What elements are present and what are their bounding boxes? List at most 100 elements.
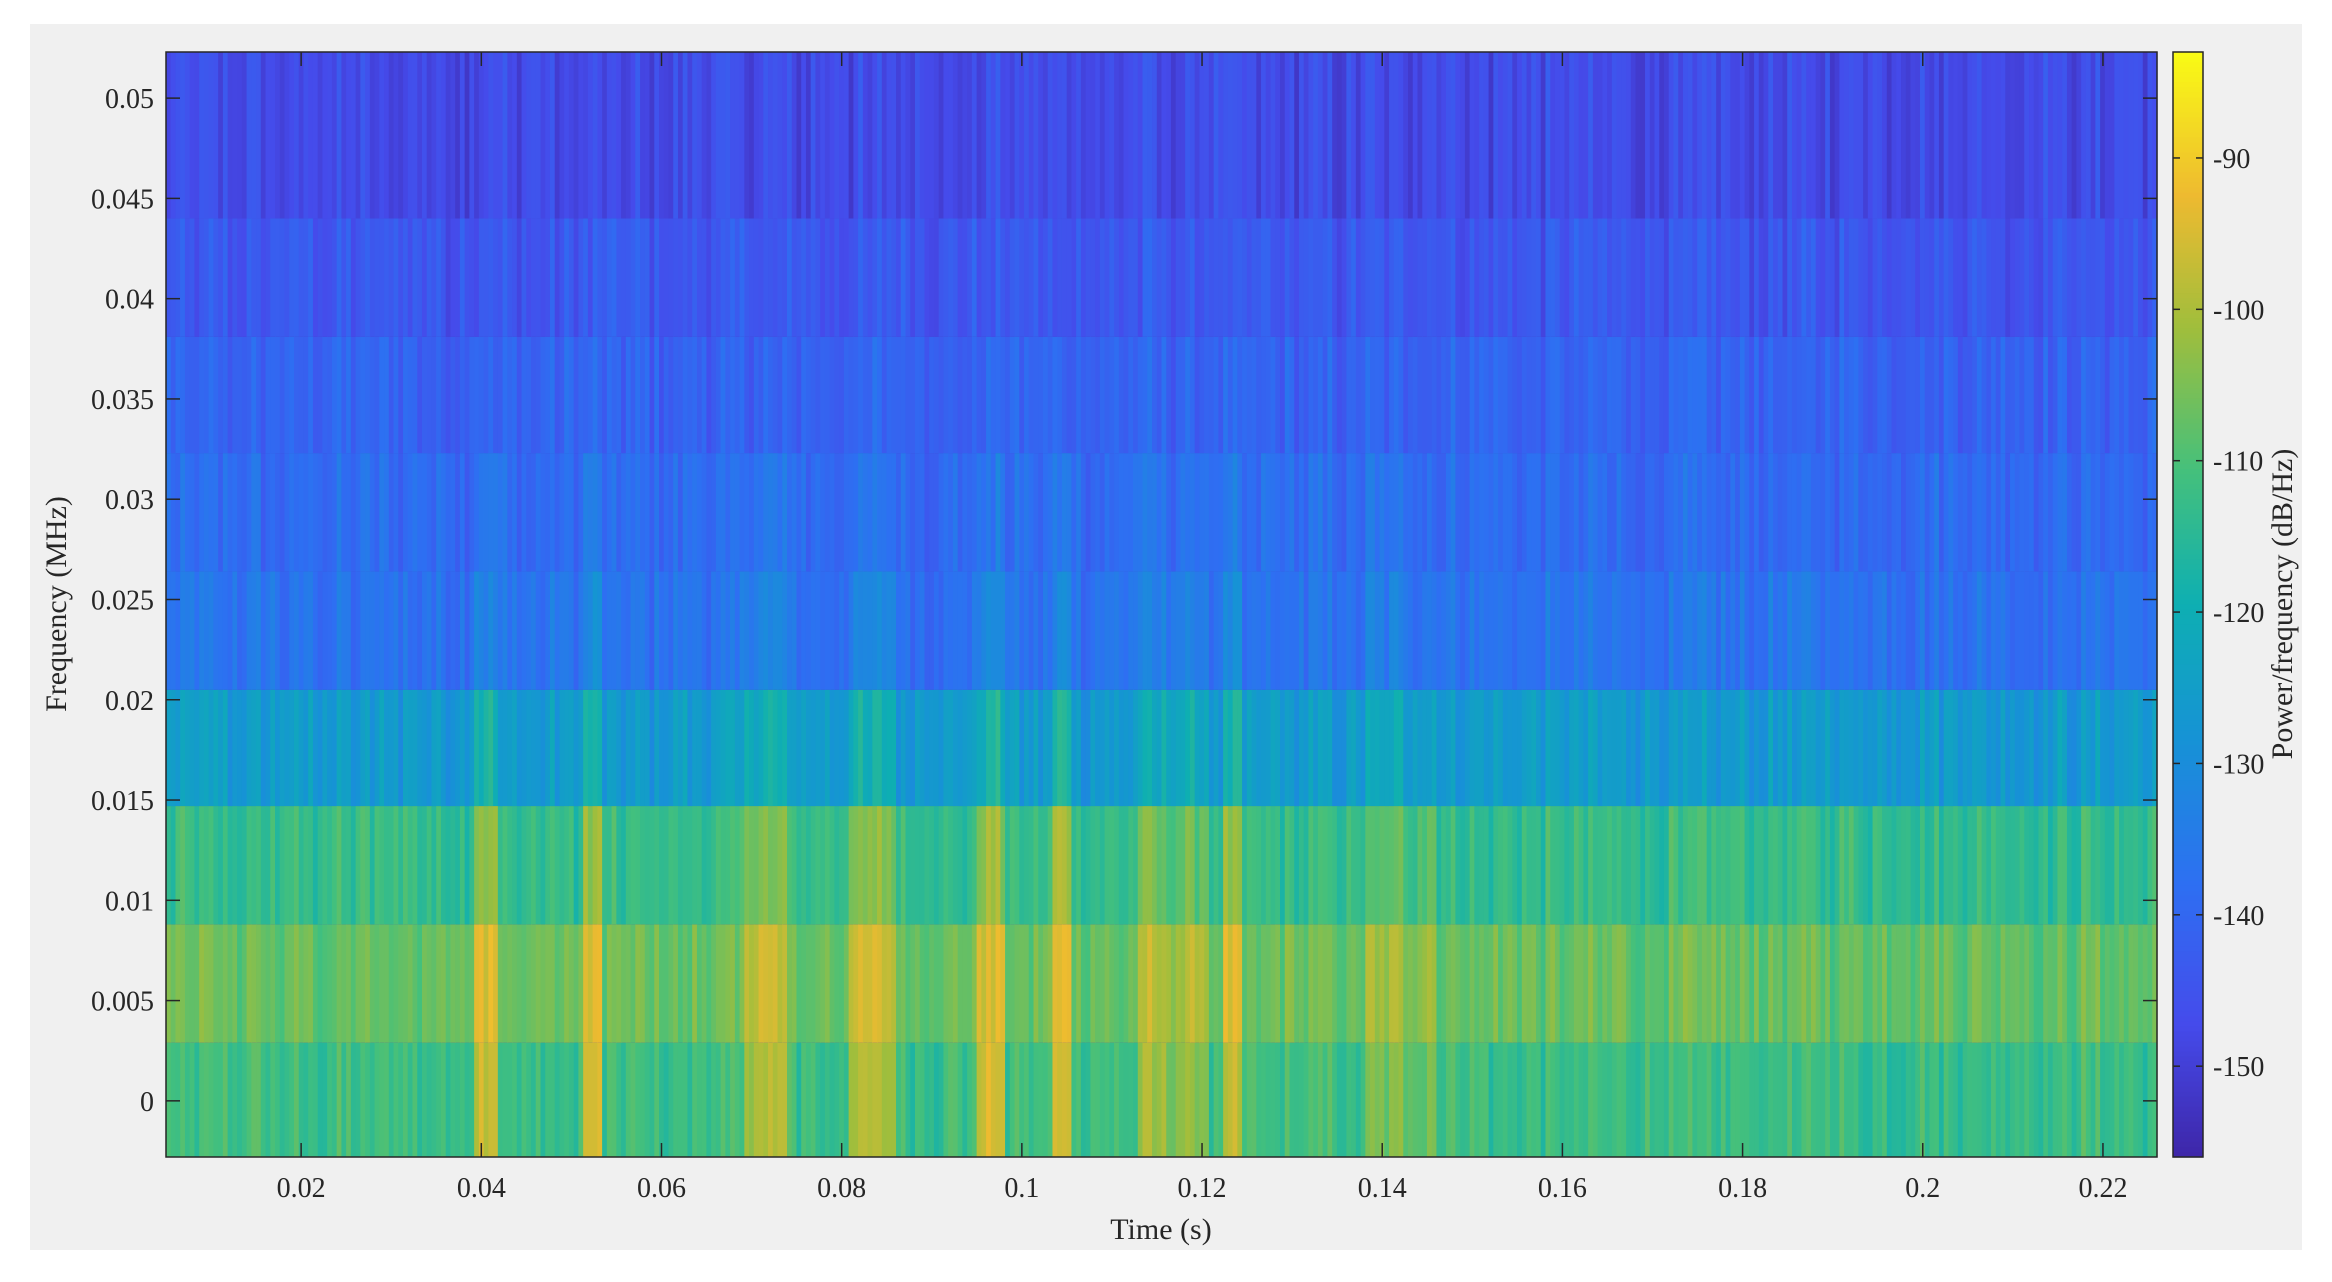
heatmap-cell xyxy=(753,336,760,454)
heatmap-cell xyxy=(512,218,518,337)
heatmap-cell xyxy=(1152,806,1158,925)
heatmap-cell xyxy=(2014,52,2021,219)
heatmap-cell xyxy=(1218,1042,1224,1157)
heatmap-cell xyxy=(2081,336,2087,454)
heatmap-cell xyxy=(1431,571,1438,690)
heatmap-cell xyxy=(1953,806,1959,925)
heatmap-cell xyxy=(1152,924,1158,1043)
heatmap-cell xyxy=(1393,571,1400,690)
heatmap-cell xyxy=(1185,453,1191,572)
heatmap-cell xyxy=(782,453,788,572)
heatmap-cell xyxy=(602,453,608,572)
heatmap-cell xyxy=(2114,924,2120,1043)
heatmap-cell xyxy=(1175,1042,1182,1157)
heatmap-cell xyxy=(1573,806,1580,925)
heatmap-cell xyxy=(1469,571,1475,690)
heatmap-cell xyxy=(1815,806,1822,925)
heatmap-cell xyxy=(687,571,693,690)
heatmap-cell xyxy=(270,571,276,690)
heatmap-cell xyxy=(166,52,172,219)
heatmap-cell xyxy=(1839,218,1845,337)
heatmap-cell xyxy=(1782,571,1788,690)
heatmap-cell xyxy=(2005,571,2011,690)
heatmap-cell xyxy=(1028,453,1035,572)
heatmap-cell xyxy=(1678,52,1684,219)
heatmap-cell xyxy=(1659,571,1665,690)
heatmap-cell xyxy=(180,689,186,807)
heatmap-cell xyxy=(1919,806,1926,925)
heatmap-cell xyxy=(298,52,305,219)
heatmap-cell xyxy=(1498,571,1504,690)
heatmap-cell xyxy=(1550,1042,1556,1157)
heatmap-cell xyxy=(616,1042,622,1157)
heatmap-cell xyxy=(1886,336,1893,454)
heatmap-cell xyxy=(573,806,580,925)
heatmap-cell xyxy=(1071,1042,1077,1157)
heatmap-cell xyxy=(208,806,214,925)
heatmap-cell xyxy=(829,453,836,572)
heatmap-cell xyxy=(1033,806,1039,925)
heatmap-cell xyxy=(938,218,945,337)
heatmap-cell xyxy=(1815,336,1822,454)
colorbar-tick-label: -130 xyxy=(2213,749,2264,780)
heatmap-cell xyxy=(1630,689,1637,807)
heatmap-cell xyxy=(891,336,897,454)
heatmap-cell xyxy=(1720,689,1727,807)
heatmap-cell xyxy=(1701,453,1708,572)
heatmap-cell xyxy=(1616,806,1622,925)
heatmap-cell xyxy=(986,1042,992,1157)
heatmap-cell xyxy=(1502,806,1509,925)
heatmap-cell xyxy=(2123,218,2130,337)
heatmap-cell xyxy=(1967,336,1973,454)
heatmap-cell xyxy=(962,689,968,807)
heatmap-cell xyxy=(440,218,447,337)
heatmap-cell xyxy=(715,1042,722,1157)
heatmap-cell xyxy=(1716,806,1722,925)
heatmap-cell xyxy=(2152,571,2158,690)
heatmap-cell xyxy=(1052,218,1058,337)
heatmap-cell xyxy=(312,571,319,690)
heatmap-cell xyxy=(327,689,333,807)
heatmap-cell xyxy=(1085,1042,1091,1157)
heatmap-cell xyxy=(606,453,613,572)
heatmap-cell xyxy=(1370,689,1376,807)
heatmap-cell xyxy=(1076,1042,1082,1157)
heatmap-cell xyxy=(1479,218,1485,337)
heatmap-cell xyxy=(1578,453,1584,572)
heatmap-cell xyxy=(644,571,651,690)
heatmap-cell xyxy=(673,689,679,807)
heatmap-cell xyxy=(1341,453,1347,572)
heatmap-cell xyxy=(303,453,309,572)
heatmap-cell xyxy=(1502,218,1509,337)
heatmap-cell xyxy=(232,924,238,1043)
heatmap-cell xyxy=(512,52,518,219)
heatmap-cell xyxy=(962,1042,968,1157)
heatmap-cell xyxy=(976,453,982,572)
heatmap-cell xyxy=(995,336,1001,454)
heatmap-cell xyxy=(1810,689,1817,807)
heatmap-cell xyxy=(929,924,935,1043)
heatmap-cell xyxy=(867,336,873,454)
heatmap-cell xyxy=(820,453,826,572)
heatmap-cell xyxy=(1000,336,1006,454)
heatmap-cell xyxy=(440,336,447,454)
heatmap-cell xyxy=(1858,453,1864,572)
heatmap-cell xyxy=(701,806,708,925)
heatmap-cell xyxy=(1028,571,1035,690)
heatmap-cell xyxy=(1256,689,1262,807)
heatmap-cell xyxy=(331,1042,338,1157)
heatmap-cell xyxy=(711,52,717,219)
heatmap-cell xyxy=(289,52,295,219)
heatmap-cell xyxy=(2043,336,2049,454)
heatmap-cell xyxy=(2104,689,2111,807)
heatmap-cell xyxy=(696,218,703,337)
heatmap-cell xyxy=(1374,689,1381,807)
heatmap-cell xyxy=(308,336,314,454)
heatmap-cell xyxy=(379,1042,385,1157)
y-axis-title: Frequency (MHz) xyxy=(40,496,73,712)
heatmap-cell xyxy=(1915,218,1921,337)
heatmap-cell xyxy=(829,924,836,1043)
heatmap-cell xyxy=(1426,218,1433,337)
heatmap-cell xyxy=(730,806,736,925)
heatmap-cell xyxy=(1398,924,1404,1043)
